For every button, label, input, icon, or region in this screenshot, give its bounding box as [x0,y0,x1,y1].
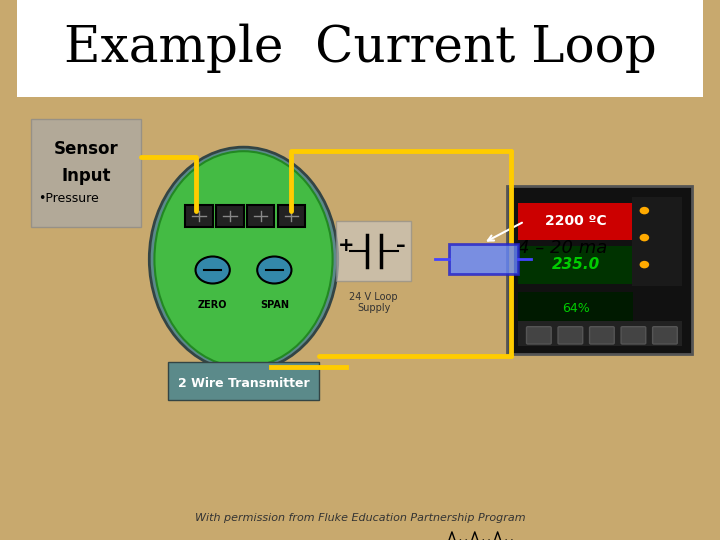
FancyBboxPatch shape [247,205,274,227]
Circle shape [639,234,649,241]
Text: –: – [396,236,406,255]
Text: 2 Wire Transmitter: 2 Wire Transmitter [178,377,310,390]
FancyBboxPatch shape [621,327,646,344]
Ellipse shape [154,151,333,367]
FancyBboxPatch shape [526,327,552,344]
Text: With permission from Fluke Education Partnership Program: With permission from Fluke Education Par… [194,514,526,523]
Ellipse shape [149,147,338,372]
FancyBboxPatch shape [168,362,319,400]
FancyBboxPatch shape [518,246,634,284]
Text: Example  Current Loop: Example Current Loop [63,24,657,73]
FancyBboxPatch shape [185,205,212,227]
FancyBboxPatch shape [17,0,703,97]
Text: 235.0: 235.0 [552,257,600,272]
FancyBboxPatch shape [518,292,634,327]
FancyBboxPatch shape [336,221,411,281]
FancyBboxPatch shape [518,202,634,240]
FancyBboxPatch shape [278,205,305,227]
Text: SPAN: SPAN [260,300,289,310]
FancyBboxPatch shape [558,327,582,344]
Text: 24 V Loop
Supply: 24 V Loop Supply [349,292,398,313]
FancyBboxPatch shape [632,197,682,286]
FancyBboxPatch shape [508,186,693,354]
Circle shape [639,261,649,268]
FancyBboxPatch shape [590,327,614,344]
Text: Sensor: Sensor [53,140,118,158]
Text: •Pressure: •Pressure [38,192,99,205]
Circle shape [257,256,292,284]
Text: +: + [338,236,354,255]
FancyBboxPatch shape [652,327,678,344]
Text: 64%: 64% [562,302,590,315]
Circle shape [639,207,649,214]
FancyBboxPatch shape [31,119,140,227]
Circle shape [196,256,230,284]
Text: ZERO: ZERO [198,300,228,310]
FancyBboxPatch shape [216,205,243,227]
Text: 2200 ºC: 2200 ºC [545,214,606,228]
FancyBboxPatch shape [518,321,682,346]
Text: 4 – 20 ma: 4 – 20 ma [518,239,607,258]
FancyBboxPatch shape [449,244,518,274]
Text: Input: Input [61,167,111,185]
